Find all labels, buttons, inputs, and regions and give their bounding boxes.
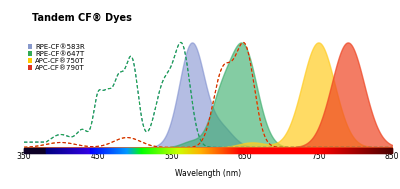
Text: Tandem CF® Dyes: Tandem CF® Dyes — [32, 13, 132, 23]
X-axis label: Wavelength (nm): Wavelength (nm) — [175, 169, 241, 178]
Legend: RPE-CF®583R, RPE-CF®647T, APC-CF®750T, APC-CF®790T: RPE-CF®583R, RPE-CF®647T, APC-CF®750T, A… — [28, 43, 86, 72]
